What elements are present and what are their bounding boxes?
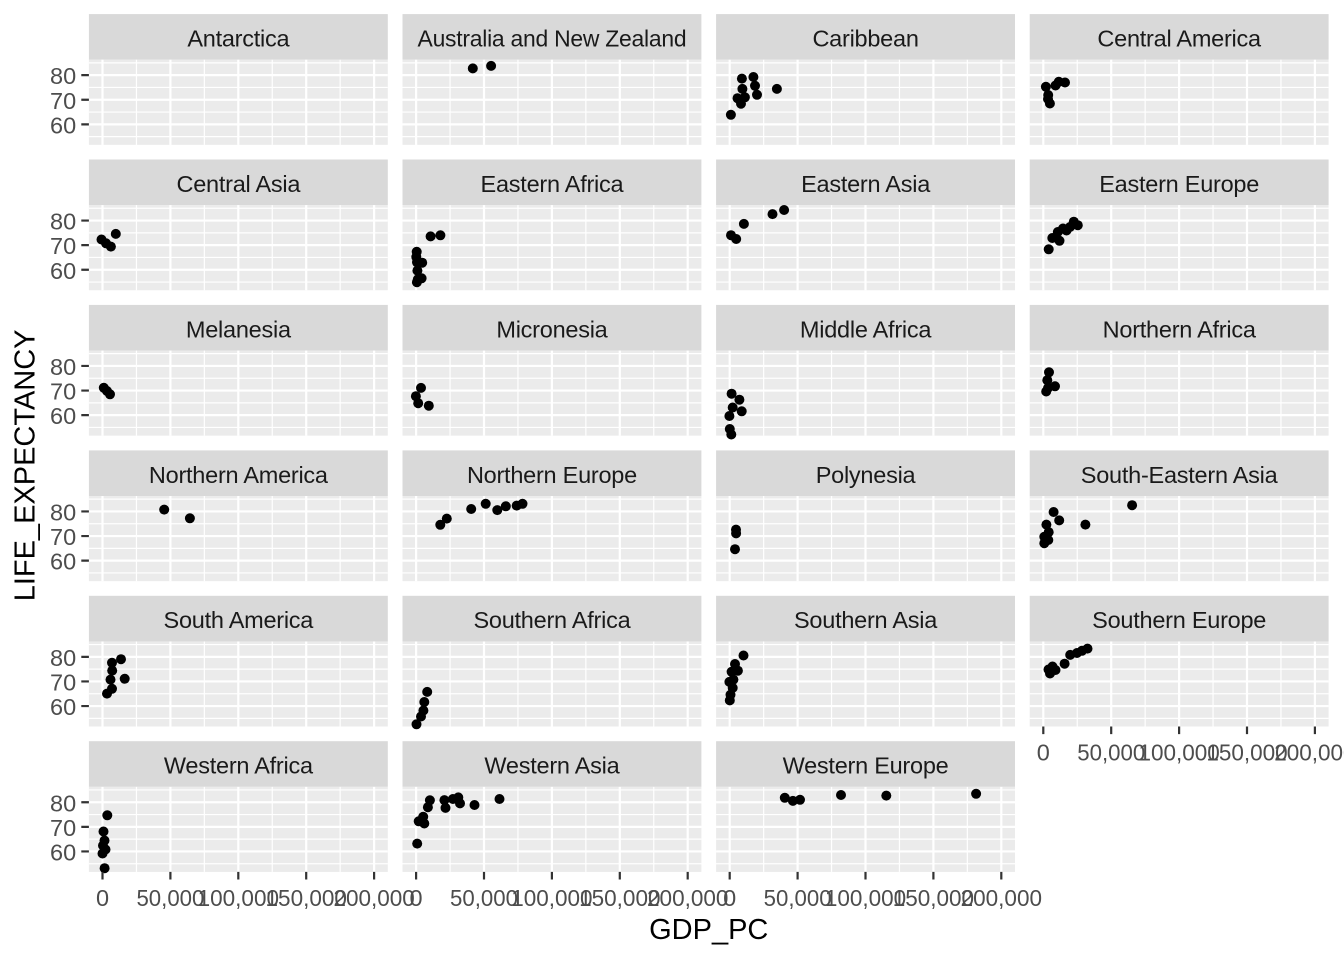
svg-text:70: 70	[50, 233, 76, 259]
svg-text:80: 80	[50, 354, 76, 380]
svg-text:70: 70	[50, 379, 76, 405]
svg-text:60: 60	[50, 258, 76, 284]
svg-text:South America: South America	[164, 607, 315, 633]
svg-text:200,000: 200,000	[1274, 739, 1344, 766]
svg-text:60: 60	[50, 549, 76, 575]
svg-text:South-Eastern Asia: South-Eastern Asia	[1081, 462, 1279, 488]
svg-text:Eastern Africa: Eastern Africa	[481, 171, 625, 197]
svg-text:80: 80	[50, 499, 76, 525]
svg-text:50,000: 50,000	[1077, 739, 1145, 766]
svg-text:Central Asia: Central Asia	[176, 171, 301, 197]
svg-text:70: 70	[50, 88, 76, 114]
svg-text:0: 0	[96, 885, 109, 911]
svg-text:Antarctica: Antarctica	[187, 26, 290, 52]
svg-text:150,000: 150,000	[579, 884, 660, 911]
svg-text:Northern Europe: Northern Europe	[467, 462, 637, 488]
svg-text:50,000: 50,000	[450, 884, 518, 911]
svg-text:GDP_PC: GDP_PC	[649, 914, 768, 946]
svg-text:70: 70	[50, 524, 76, 550]
svg-text:Western Asia: Western Asia	[484, 753, 620, 779]
svg-text:200,000: 200,000	[961, 884, 1042, 911]
svg-text:80: 80	[50, 209, 76, 235]
svg-text:Australia and New Zealand: Australia and New Zealand	[418, 26, 687, 52]
svg-text:200,000: 200,000	[333, 884, 414, 911]
svg-text:0: 0	[410, 885, 423, 911]
svg-text:0: 0	[1037, 740, 1050, 766]
svg-text:100,000: 100,000	[825, 884, 906, 911]
svg-text:Northern America: Northern America	[149, 462, 329, 488]
svg-text:LIFE_EXPECTANCY: LIFE_EXPECTANCY	[10, 329, 42, 601]
svg-text:Southern Asia: Southern Asia	[794, 607, 938, 633]
svg-text:Western Africa: Western Africa	[164, 753, 314, 779]
svg-text:Caribbean: Caribbean	[812, 26, 918, 52]
svg-text:200,000: 200,000	[647, 884, 728, 911]
svg-text:80: 80	[50, 63, 76, 89]
svg-text:Micronesia: Micronesia	[496, 316, 608, 342]
svg-text:60: 60	[50, 112, 76, 138]
svg-text:0: 0	[723, 885, 736, 911]
svg-text:80: 80	[50, 790, 76, 816]
svg-text:Eastern Europe: Eastern Europe	[1099, 171, 1259, 197]
svg-text:Southern Europe: Southern Europe	[1092, 607, 1266, 633]
svg-text:70: 70	[50, 815, 76, 841]
svg-text:60: 60	[50, 403, 76, 429]
svg-text:60: 60	[50, 694, 76, 720]
svg-text:70: 70	[50, 669, 76, 695]
svg-text:100,000: 100,000	[1138, 739, 1219, 766]
svg-text:100,000: 100,000	[511, 884, 592, 911]
svg-text:Central America: Central America	[1097, 26, 1262, 52]
svg-text:80: 80	[50, 645, 76, 671]
svg-text:Western Europe: Western Europe	[783, 753, 949, 779]
svg-text:100,000: 100,000	[198, 884, 279, 911]
svg-text:150,000: 150,000	[1206, 739, 1287, 766]
svg-text:Polynesia: Polynesia	[816, 462, 917, 488]
svg-text:Melanesia: Melanesia	[186, 316, 292, 342]
svg-text:60: 60	[50, 839, 76, 865]
svg-text:Northern Africa: Northern Africa	[1103, 316, 1257, 342]
svg-text:Middle Africa: Middle Africa	[800, 316, 932, 342]
svg-text:50,000: 50,000	[136, 884, 204, 911]
svg-text:Eastern Asia: Eastern Asia	[801, 171, 931, 197]
svg-text:150,000: 150,000	[893, 884, 974, 911]
svg-text:150,000: 150,000	[266, 884, 347, 911]
svg-text:Southern Africa: Southern Africa	[473, 607, 631, 633]
svg-text:50,000: 50,000	[764, 884, 832, 911]
